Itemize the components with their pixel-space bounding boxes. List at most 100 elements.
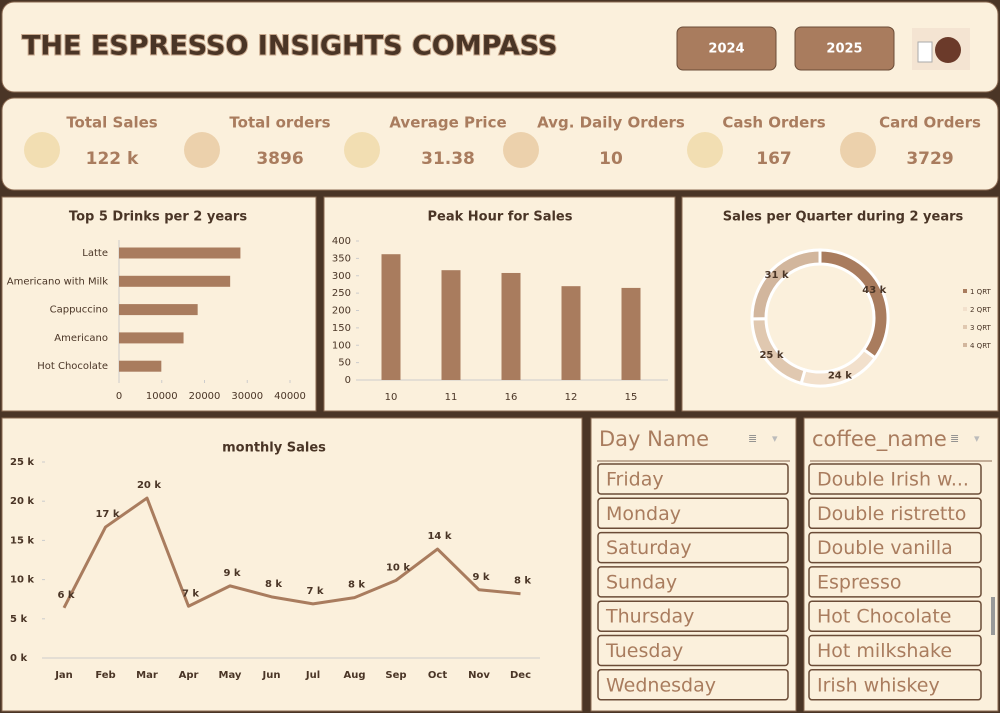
y-tick-label: Americano with Milk — [7, 276, 108, 287]
slicer-icon[interactable]: ≣ — [950, 432, 959, 445]
x-tick-label: Jun — [262, 670, 281, 681]
slicer — [590, 417, 797, 712]
kpi-value: 3729 — [906, 149, 953, 169]
y-tick-label: Americano — [54, 333, 108, 344]
bar — [501, 272, 521, 380]
bar — [621, 287, 641, 380]
x-tick-label: Jul — [305, 670, 320, 681]
panel — [1, 196, 317, 412]
slicer-item[interactable] — [808, 600, 982, 632]
slicer-item[interactable] — [808, 497, 982, 530]
legend-label: 3 QRT — [970, 324, 992, 332]
chart-title: Top 5 Drinks per 2 years — [69, 210, 247, 225]
data-label: 6 k — [57, 590, 74, 601]
x-tick-label: Oct — [428, 670, 447, 681]
x-tick-label: 16 — [505, 392, 518, 403]
x-tick-label: Apr — [179, 670, 199, 681]
kpi-icon — [687, 132, 723, 168]
y-tick-label: 100 — [332, 340, 351, 351]
slicer-item-label[interactable]: Double Irish w... — [817, 469, 969, 491]
slicer-item[interactable] — [597, 531, 789, 564]
kpi-value: 31.38 — [421, 149, 475, 169]
y-tick-label: 25 k — [10, 457, 34, 468]
y-tick-label: 150 — [332, 323, 351, 334]
slicer-item-label[interactable]: Double ristretto — [817, 503, 966, 525]
legend-swatch — [963, 307, 967, 311]
slicer-item-label[interactable]: Friday — [606, 469, 664, 491]
slicer-item-label[interactable]: Thursday — [605, 606, 694, 628]
line-series — [62, 496, 521, 609]
y-tick-label: Hot Chocolate — [37, 361, 108, 372]
kpi-label: Total orders — [229, 114, 330, 132]
slicer-item-label[interactable]: Double vanilla — [817, 537, 953, 559]
slicer-item-label[interactable]: Irish whiskey — [817, 674, 940, 696]
x-tick-label: 0 — [116, 391, 122, 402]
slicer-item-label[interactable]: Wednesday — [606, 674, 716, 696]
pie-slice — [750, 248, 822, 321]
slicer-item-label[interactable]: Tuesday — [605, 640, 683, 662]
slicer-icon[interactable]: ▾ — [772, 432, 778, 445]
y-tick-label: 400 — [332, 236, 351, 247]
y-tick-label: 50 — [338, 358, 351, 369]
slicer-icon[interactable]: ≣ — [748, 432, 757, 445]
slicer-item-label[interactable]: Hot Chocolate — [817, 606, 951, 628]
legend-swatch — [963, 325, 967, 329]
slicer-item[interactable] — [597, 463, 789, 495]
slicer-item[interactable] — [597, 669, 789, 701]
slicer-item-label[interactable]: Hot milkshake — [817, 640, 952, 662]
slicer-title: coffee_name — [812, 427, 947, 452]
legend-swatch — [963, 289, 967, 293]
slicer-item[interactable] — [808, 634, 982, 667]
x-tick-label: 30000 — [231, 391, 263, 402]
y-tick-label: 5 k — [10, 614, 27, 625]
x-tick-label: 12 — [565, 392, 578, 403]
data-label: 17 k — [95, 509, 119, 520]
kpi-value: 3896 — [256, 149, 303, 169]
slicer-icon[interactable]: ▾ — [974, 432, 980, 445]
kpi-label: Cash Orders — [722, 114, 825, 132]
x-tick-label: 15 — [625, 392, 638, 403]
x-tick-label: 10 — [385, 392, 398, 403]
slicer-item[interactable] — [808, 463, 982, 495]
year-button-label[interactable]: 2025 — [826, 42, 862, 57]
slicer-item-label[interactable]: Saturday — [606, 537, 692, 559]
slicer-item[interactable] — [808, 669, 982, 701]
kpi-value: 122 k — [86, 149, 139, 169]
chart-title: Sales per Quarter during 2 years — [723, 210, 964, 225]
data-label: 7 k — [182, 588, 199, 599]
y-tick-label: 0 k — [10, 653, 27, 664]
slicer-item[interactable] — [808, 531, 982, 564]
slicer-item[interactable] — [597, 634, 789, 667]
y-tick-label: 0 — [345, 375, 351, 386]
kpi-label: Card Orders — [879, 114, 981, 132]
data-label: 8 k — [348, 580, 365, 591]
x-tick-label: 10000 — [146, 391, 178, 402]
slicer-item-label[interactable]: Espresso — [817, 571, 901, 593]
kpi-value: 167 — [756, 149, 792, 169]
slicer-item[interactable] — [597, 566, 789, 598]
y-tick-label: 20 k — [10, 496, 34, 507]
slicer-item[interactable] — [808, 566, 982, 598]
slicer-item-label[interactable]: Monday — [606, 503, 681, 525]
x-tick-label: Mar — [136, 670, 158, 681]
year-button[interactable] — [676, 26, 777, 71]
dashboard-title: THE ESPRESSO INSIGHTS COMPASS — [22, 31, 557, 62]
slicer-item[interactable] — [597, 600, 789, 632]
bar — [561, 286, 581, 380]
data-label: 20 k — [137, 480, 161, 491]
kpi-icon — [503, 132, 539, 168]
kpi-label: Total Sales — [66, 114, 157, 132]
y-tick-label: 200 — [332, 306, 351, 317]
kpi-icon — [184, 132, 220, 168]
slicer-item[interactable] — [597, 497, 789, 530]
x-tick-label: Sep — [385, 670, 406, 681]
bar — [119, 247, 241, 259]
slicer-item-label[interactable]: Sunday — [606, 571, 677, 593]
y-tick-label: 15 k — [10, 535, 34, 546]
bar — [381, 254, 401, 380]
legend-label: 2 QRT — [970, 306, 992, 314]
year-button-label[interactable]: 2024 — [708, 42, 744, 57]
year-button[interactable] — [794, 26, 895, 71]
